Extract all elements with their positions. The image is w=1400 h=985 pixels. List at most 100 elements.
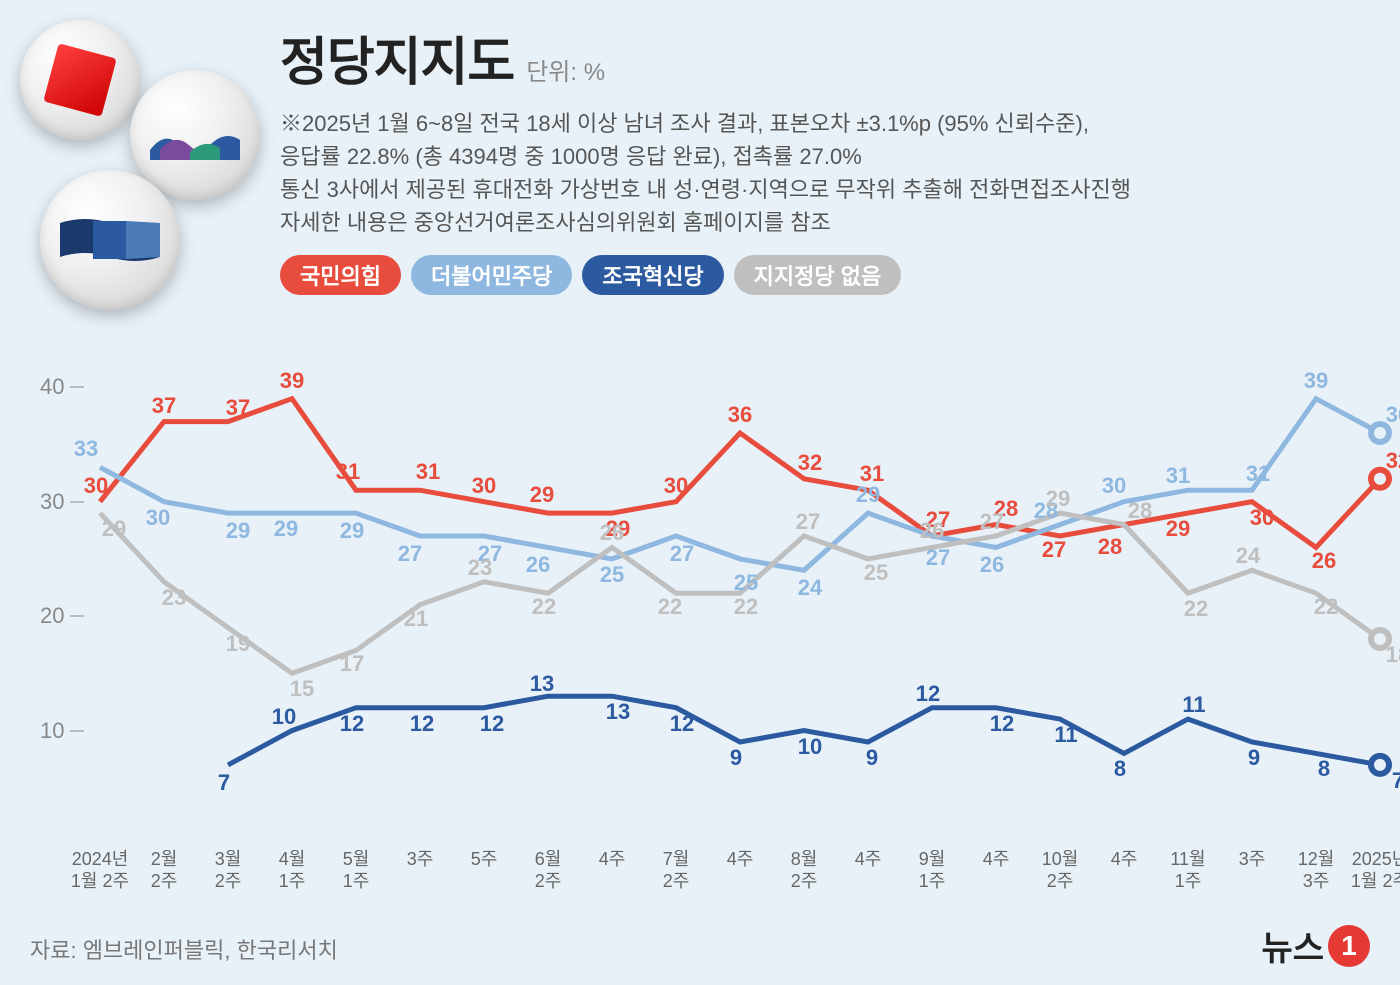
value-label: 26 — [980, 552, 1004, 578]
value-label: 12 — [670, 711, 694, 737]
x-label: 5주 — [471, 849, 498, 871]
value-label: 22 — [532, 594, 556, 620]
value-label: 13 — [530, 671, 554, 697]
desc-line-1: ※2025년 1월 6~8일 전국 18세 이상 남녀 조사 결과, 표본오차 … — [280, 107, 1380, 140]
y-tick: 10 — [40, 718, 64, 744]
desc-line-2: 응답률 22.8% (총 4394명 중 1000명 응답 완료), 접촉률 2… — [280, 140, 1380, 173]
value-label: 12 — [480, 711, 504, 737]
value-label: 24 — [798, 575, 822, 601]
orb-dark-flag — [60, 215, 160, 265]
x-label: 4주 — [983, 849, 1010, 871]
value-label: 29 — [530, 482, 554, 508]
value-label: 31 — [336, 459, 360, 485]
x-label: 4주 — [727, 849, 754, 871]
value-label: 18 — [1386, 642, 1400, 668]
x-label: 4주 — [599, 849, 626, 871]
legend-pill-0: 국민의힘 — [280, 255, 401, 295]
value-label: 39 — [280, 368, 304, 394]
plot-area: 3037373931313029293036323127282728293026… — [100, 330, 1380, 845]
logo-text: 뉴스 — [1261, 921, 1324, 970]
value-label: 30 — [472, 473, 496, 499]
legend-pill-2: 조국혁신당 — [582, 255, 723, 295]
value-label: 26 — [920, 518, 944, 544]
value-label: 11 — [1054, 722, 1077, 748]
value-label: 36 — [1386, 402, 1400, 428]
value-label: 27 — [398, 541, 422, 567]
value-label: 25 — [864, 560, 888, 586]
value-label: 12 — [990, 711, 1014, 737]
value-label: 30 — [1250, 505, 1274, 531]
value-label: 31 — [416, 459, 440, 485]
chart-unit: 단위: % — [526, 52, 605, 87]
x-label: 5월 1주 — [343, 849, 370, 892]
value-label: 29 — [340, 518, 364, 544]
value-label: 29 — [226, 518, 250, 544]
value-label: 23 — [468, 555, 492, 581]
x-label: 2025년 1월 2주 — [1351, 849, 1400, 892]
value-label: 7 — [218, 770, 230, 796]
value-label: 37 — [226, 395, 250, 421]
x-label: 2024년 1월 2주 — [71, 849, 129, 892]
value-label: 11 — [1182, 692, 1205, 718]
desc-line-3: 통신 3사에서 제공된 휴대전화 가상번호 내 성·연령·지역으로 무작위 추출… — [280, 173, 1380, 206]
chart-area: 10203040 3037373931313029293036323127282… — [40, 330, 1380, 905]
y-tick: 20 — [40, 603, 64, 629]
value-label: 12 — [340, 711, 364, 737]
end-marker-rkp — [1371, 756, 1389, 774]
y-dash — [70, 615, 84, 617]
legend-pill-1: 더불어민주당 — [411, 255, 572, 295]
value-label: 29 — [1046, 486, 1070, 512]
chart-description: ※2025년 1월 6~8일 전국 18세 이상 남녀 조사 결과, 표본오차 … — [280, 107, 1380, 239]
value-label: 23 — [162, 585, 186, 611]
value-label: 8 — [1318, 756, 1330, 782]
value-label: 26 — [526, 552, 550, 578]
value-label: 27 — [670, 541, 694, 567]
value-label: 12 — [410, 711, 434, 737]
value-label: 27 — [926, 545, 950, 571]
x-label: 4주 — [855, 849, 882, 871]
value-label: 29 — [1166, 516, 1190, 542]
header: 정당지지도 단위: % ※2025년 1월 6~8일 전국 18세 이상 남녀 … — [280, 20, 1380, 295]
value-label: 22 — [1314, 594, 1338, 620]
value-label: 22 — [734, 594, 758, 620]
x-label: 4주 — [1111, 849, 1138, 871]
x-label: 10월 2주 — [1042, 849, 1079, 892]
y-tick: 40 — [40, 374, 64, 400]
value-label: 10 — [798, 734, 822, 760]
value-label: 26 — [1312, 548, 1336, 574]
value-label: 8 — [1114, 756, 1126, 782]
value-label: 36 — [728, 402, 752, 428]
value-label: 33 — [74, 436, 98, 462]
orb-dark — [40, 170, 180, 310]
logo-circle: 1 — [1328, 925, 1370, 967]
value-label: 30 — [1102, 473, 1126, 499]
value-label: 27 — [980, 509, 1004, 535]
x-label: 6월 2주 — [535, 849, 562, 892]
value-label: 28 — [1128, 498, 1152, 524]
value-label: 31 — [1166, 463, 1190, 489]
legend-pill-3: 지지정당 없음 — [734, 255, 902, 295]
value-label: 30 — [146, 505, 170, 531]
value-label: 26 — [600, 520, 624, 546]
news1-logo: 뉴스 1 — [1261, 921, 1370, 970]
orb-blue-wave — [150, 110, 240, 160]
value-label: 9 — [866, 745, 878, 771]
value-label: 27 — [1042, 537, 1066, 563]
footer-source: 자료: 엠브레인퍼블릭, 한국리서치 — [30, 933, 338, 965]
x-label: 9월 1주 — [919, 849, 946, 892]
y-tick: 30 — [40, 489, 64, 515]
x-axis: 2024년 1월 2주2월 2주3월 2주4월 1주5월 1주3주5주6월 2주… — [100, 845, 1380, 905]
value-label: 22 — [1184, 596, 1208, 622]
value-label: 29 — [274, 516, 298, 542]
x-label: 12월 3주 — [1298, 849, 1335, 892]
value-label: 32 — [798, 450, 822, 476]
value-label: 17 — [340, 651, 364, 677]
x-label: 7월 2주 — [663, 849, 690, 892]
value-label: 25 — [600, 562, 624, 588]
value-label: 9 — [730, 745, 742, 771]
value-label: 24 — [1236, 543, 1260, 569]
y-dash — [70, 730, 84, 732]
value-label: 13 — [606, 699, 630, 725]
value-label: 30 — [84, 473, 108, 499]
y-dash — [70, 501, 84, 503]
